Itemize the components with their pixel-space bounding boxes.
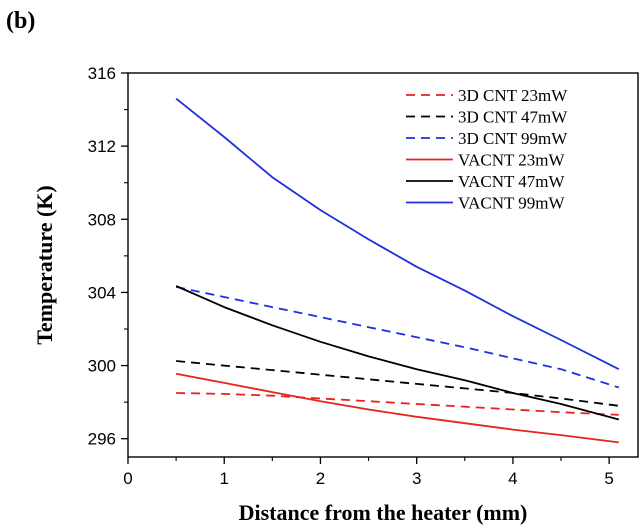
series-line [176,392,619,416]
legend: 3D CNT 23mW 3D CNT 47mW 3D CNT 99mW VACNT 2… [406,86,568,213]
y-tick-label: 300 [88,357,116,376]
y-tick-label: 304 [88,283,116,302]
x-tick-label: 3 [412,469,421,488]
x-tick-label: 2 [316,469,325,488]
panel-label: (b) [6,8,35,34]
series-line [175,285,620,421]
legend-label: VACNT 99mW [458,194,566,213]
series-line [175,97,620,371]
x-axis-ticks: 0 1 2 3 4 5 [123,457,614,488]
series-line [175,286,620,389]
series-line [175,372,619,444]
x-tick-label: 5 [604,469,613,488]
y-tick-label: 308 [88,210,116,229]
y-tick-label: 316 [88,64,116,83]
x-axis-label: Distance from the heater (mm) [239,500,528,525]
x-tick-label: 0 [123,469,132,488]
x-tick-label: 1 [219,469,228,488]
y-axis-ticks: 296 300 304 308 312 316 [88,64,128,449]
legend-label: VACNT 47mW [458,172,566,191]
y-axis-label: Temperature (K) [32,185,57,344]
series-line [176,360,619,407]
legend-label: 3D CNT 23mW [458,86,568,105]
legend-label: VACNT 23mW [458,151,566,170]
legend-label: 3D CNT 99mW [458,129,568,148]
series-lines [175,97,620,444]
y-tick-label: 312 [88,137,116,156]
y-tick-label: 296 [88,430,116,449]
legend-label: 3D CNT 47mW [458,108,568,127]
plot-frame [127,72,639,458]
x-tick-label: 4 [508,469,517,488]
